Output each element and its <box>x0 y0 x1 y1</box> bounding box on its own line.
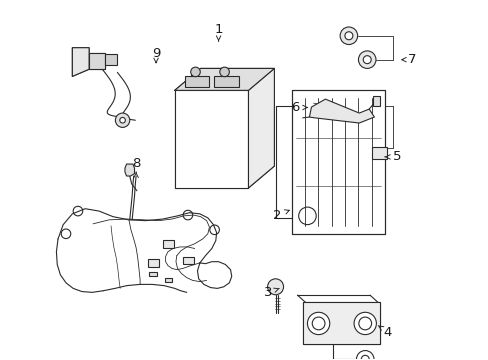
Circle shape <box>363 56 370 64</box>
Circle shape <box>307 312 329 334</box>
Circle shape <box>115 113 129 127</box>
Text: 8: 8 <box>132 157 140 170</box>
Text: 1: 1 <box>214 23 223 36</box>
Circle shape <box>353 312 376 334</box>
Bar <box>148 259 159 267</box>
Circle shape <box>267 279 283 295</box>
Bar <box>105 54 117 65</box>
Circle shape <box>358 317 371 330</box>
Text: 9: 9 <box>152 47 160 60</box>
Polygon shape <box>174 68 274 90</box>
Bar <box>372 96 380 106</box>
Circle shape <box>219 67 229 77</box>
Polygon shape <box>72 48 89 76</box>
Circle shape <box>356 351 373 360</box>
Polygon shape <box>291 90 385 234</box>
Bar <box>184 76 209 87</box>
Polygon shape <box>164 278 172 282</box>
Circle shape <box>120 117 125 123</box>
Circle shape <box>312 317 325 330</box>
Bar <box>183 257 194 265</box>
Circle shape <box>340 27 357 45</box>
Circle shape <box>358 51 375 68</box>
Polygon shape <box>89 53 105 69</box>
Text: 5: 5 <box>392 150 400 163</box>
Text: 6: 6 <box>291 101 299 114</box>
Text: 3: 3 <box>264 286 272 299</box>
Bar <box>213 76 238 87</box>
Text: 2: 2 <box>272 208 281 221</box>
Bar <box>163 240 174 248</box>
Text: 7: 7 <box>407 53 415 66</box>
Text: 4: 4 <box>383 326 391 339</box>
Polygon shape <box>309 99 374 123</box>
Polygon shape <box>148 272 157 276</box>
Circle shape <box>361 355 368 360</box>
Polygon shape <box>303 302 379 344</box>
Polygon shape <box>174 90 248 188</box>
Polygon shape <box>248 68 274 188</box>
Bar <box>371 147 386 159</box>
Circle shape <box>190 67 200 77</box>
Polygon shape <box>125 164 134 176</box>
Circle shape <box>344 32 352 40</box>
